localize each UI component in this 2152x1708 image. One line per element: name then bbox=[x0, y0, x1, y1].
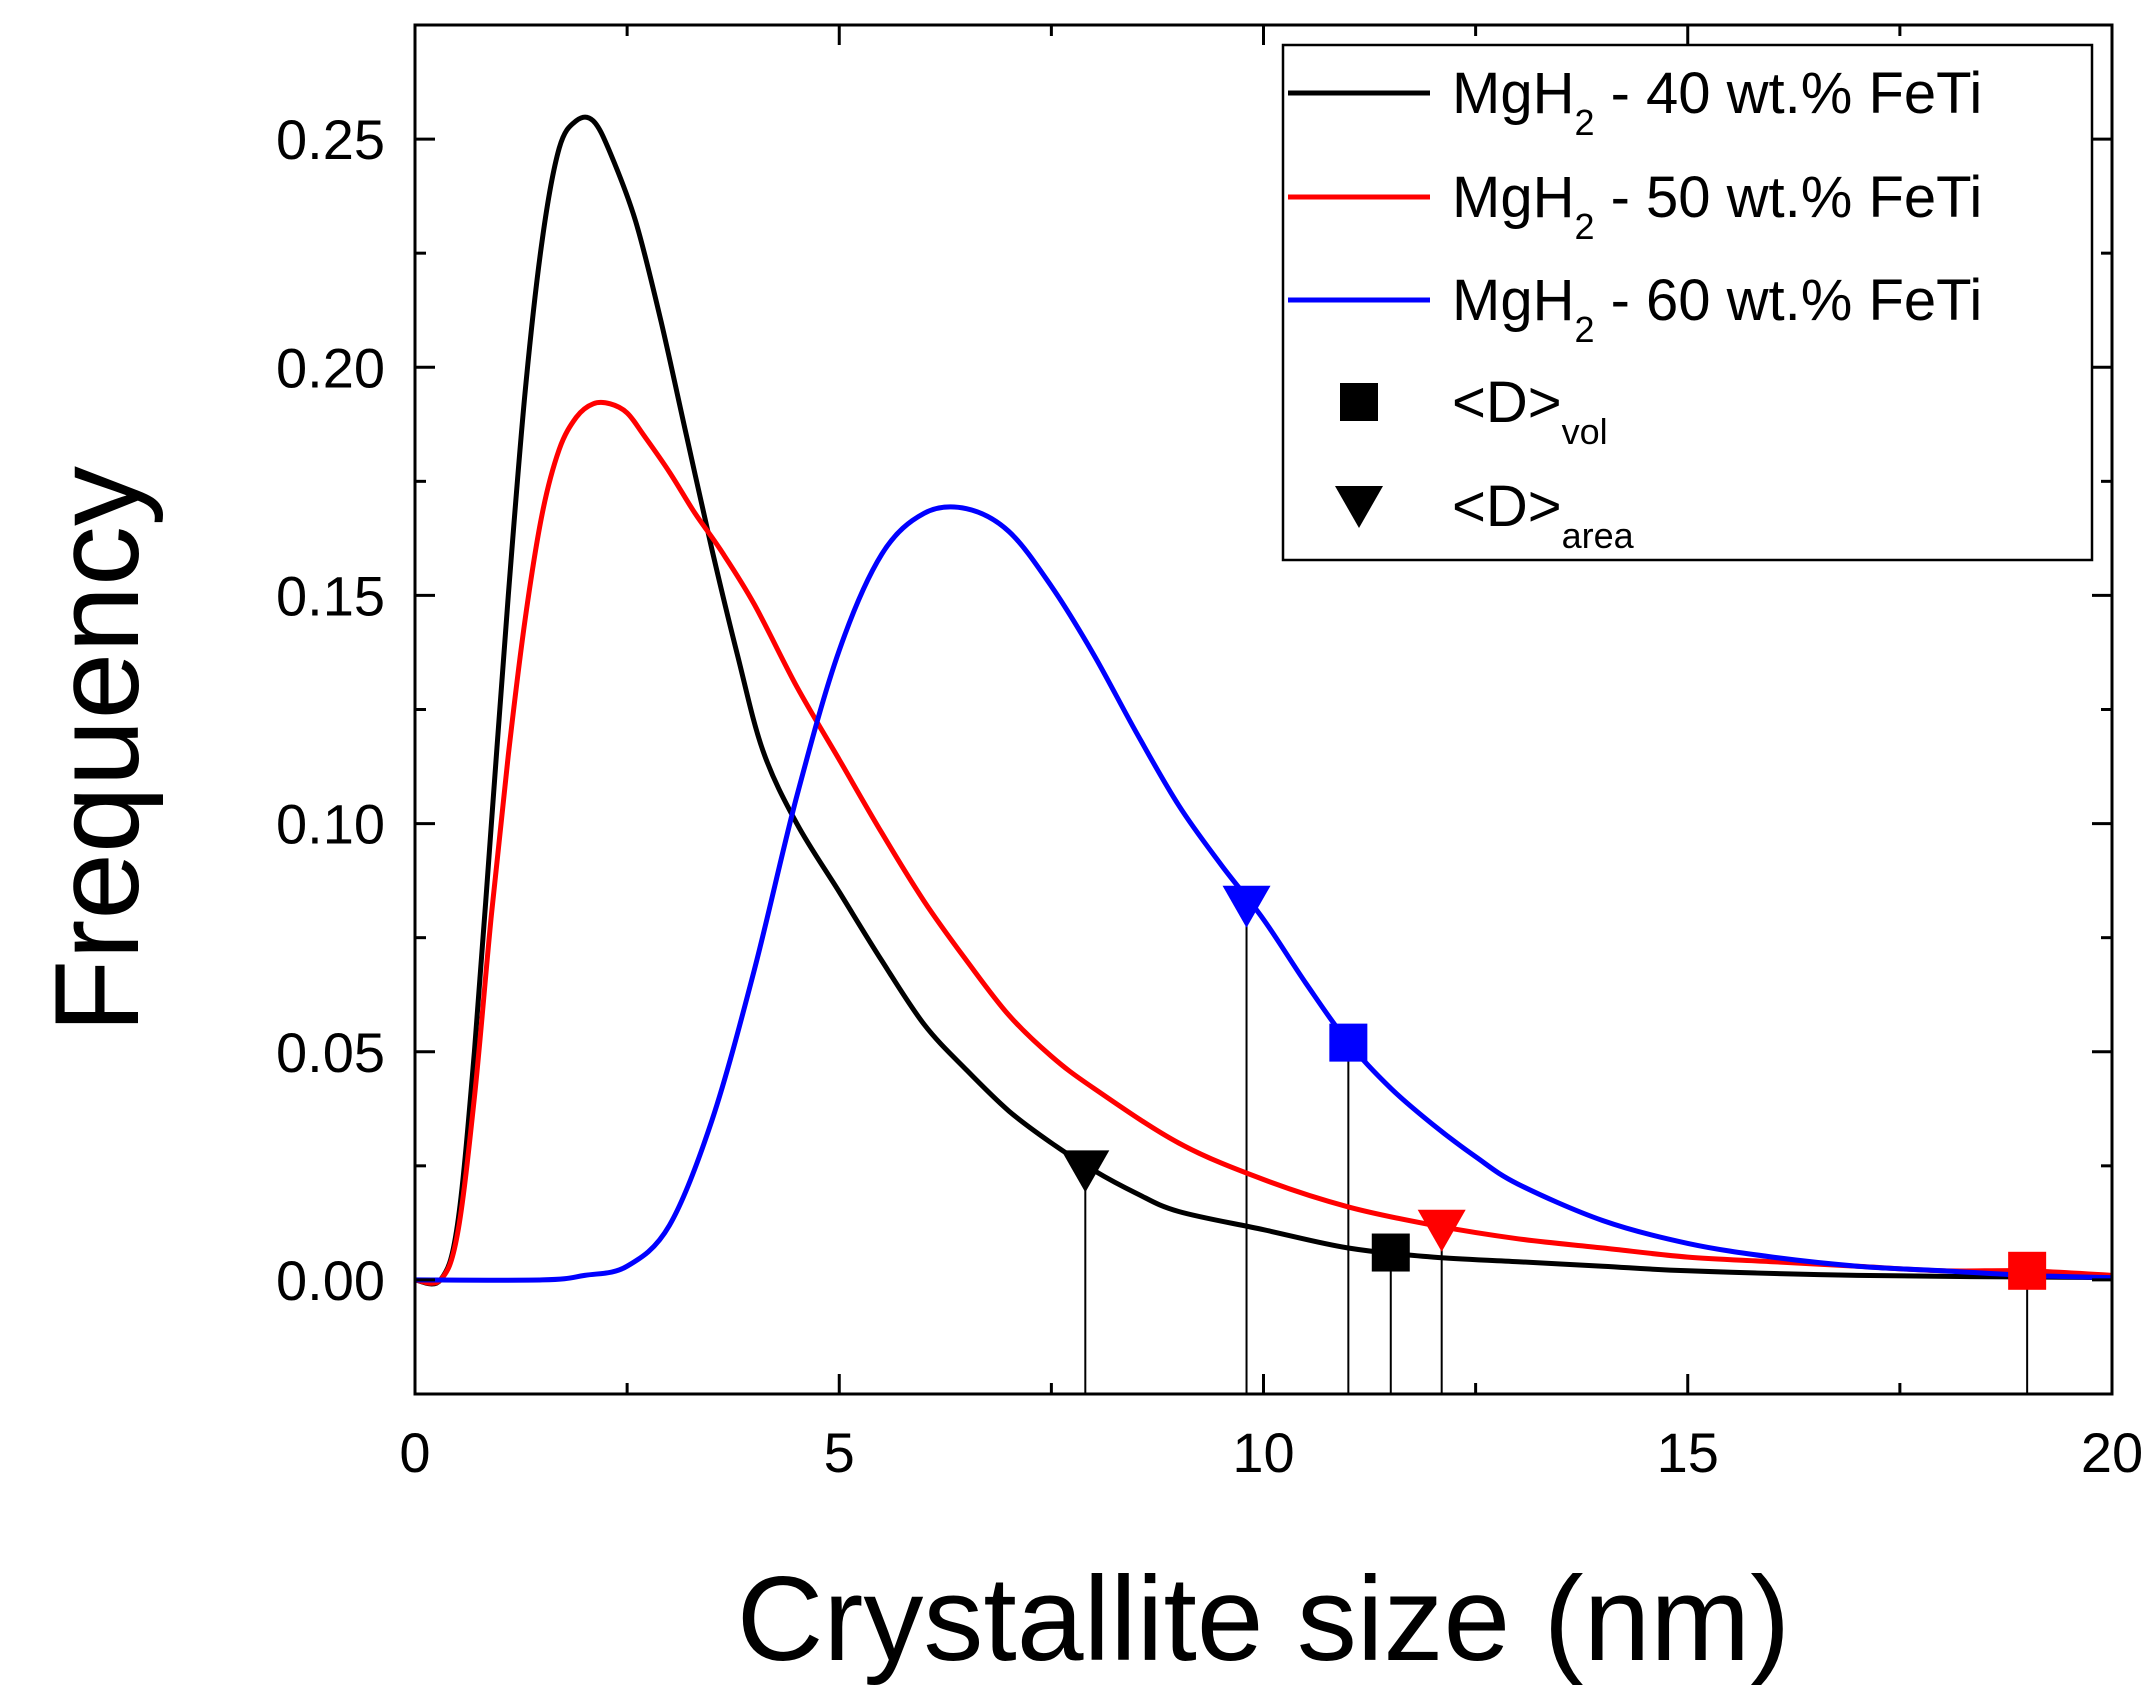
vol-marker-1 bbox=[1371, 1233, 1410, 1272]
y-tick-label: 0.05 bbox=[276, 1021, 385, 1084]
y-tick-label: 0.25 bbox=[276, 108, 385, 171]
series-line-2 bbox=[414, 399, 2113, 1286]
legend-area-symbol bbox=[1335, 486, 1383, 528]
x-tick-label: 10 bbox=[1232, 1421, 1294, 1484]
y-tick-label: 0.10 bbox=[276, 793, 385, 856]
x-tick-label: 5 bbox=[824, 1421, 855, 1484]
x-tick-label: 15 bbox=[1657, 1421, 1719, 1484]
axis-ticks bbox=[413, 23, 2114, 1396]
x-tick-label: 0 bbox=[399, 1421, 430, 1484]
legend-label-1: MgH2 - 40 wt.% FeTi bbox=[1452, 61, 1982, 143]
x-axis-title: Crystallite size (nm) bbox=[737, 1552, 1790, 1686]
area-marker-2 bbox=[1417, 1209, 1466, 1252]
y-tick-label: 0.20 bbox=[276, 336, 385, 399]
tick-labels: 0 5 10 15 20 0.00 0.05 0.10 0.15 0.20 0.25 bbox=[276, 108, 2143, 1484]
y-axis-title: Frequency bbox=[30, 466, 164, 1033]
series-line-1 bbox=[414, 114, 2113, 1287]
y-tick-label: 0.00 bbox=[276, 1249, 385, 1312]
area-marker-1 bbox=[1061, 1150, 1110, 1193]
x-tick-label: 20 bbox=[2081, 1421, 2143, 1484]
series-line-3 bbox=[414, 504, 2113, 1283]
legend: MgH2 - 40 wt.% FeTi MgH2 - 50 wt.% FeTi Mg… bbox=[1281, 43, 2094, 562]
drop-lines bbox=[1084, 905, 2029, 1394]
area-marker-3 bbox=[1222, 885, 1271, 928]
legend-label-2: MgH2 - 50 wt.% FeTi bbox=[1452, 165, 1982, 247]
legend-label-3: MgH2 - 60 wt.% FeTi bbox=[1452, 268, 1982, 350]
y-tick-label: 0.15 bbox=[276, 564, 385, 627]
legend-marker-label-2: <D>area bbox=[1452, 474, 1635, 556]
legend-vol-symbol bbox=[1340, 383, 1378, 421]
series-lines bbox=[414, 114, 2113, 1287]
data-markers bbox=[1061, 885, 2047, 1290]
vol-marker-2 bbox=[2008, 1251, 2047, 1290]
vol-marker-3 bbox=[1329, 1023, 1368, 1062]
legend-marker-label-1: <D>vol bbox=[1452, 370, 1608, 452]
